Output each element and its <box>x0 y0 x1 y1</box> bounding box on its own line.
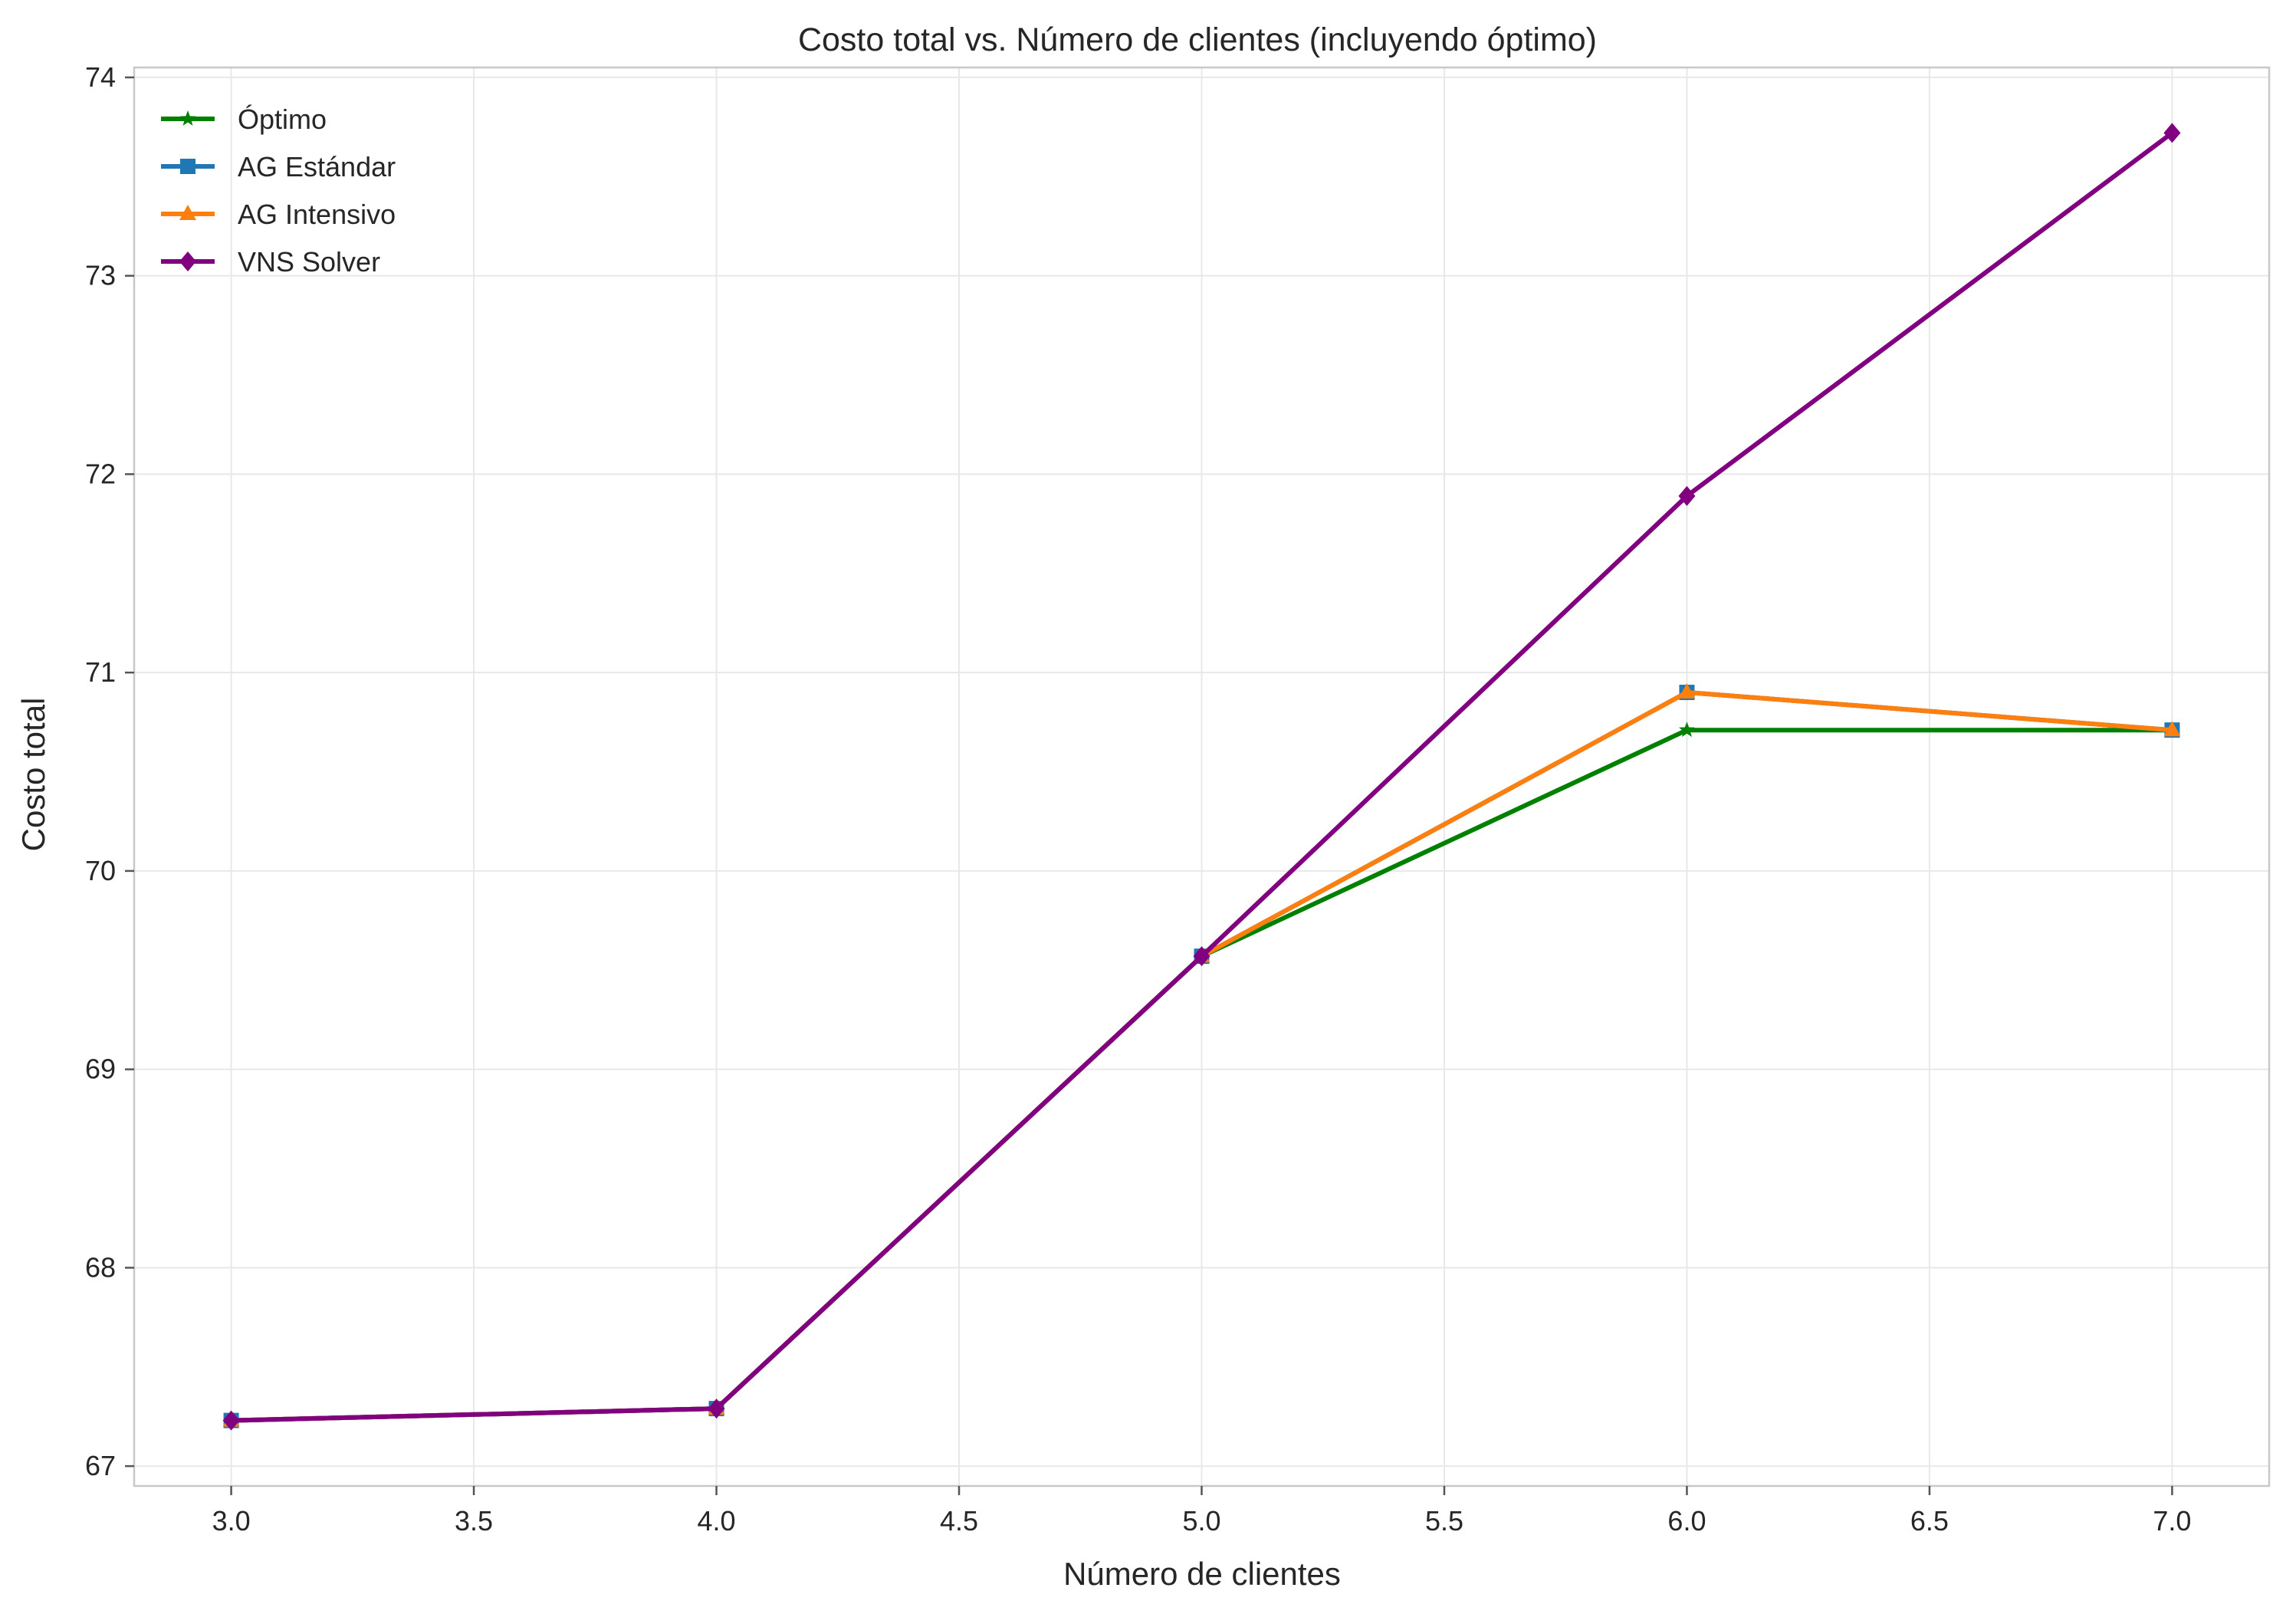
y-tick-label: 70 <box>85 855 116 886</box>
y-tick-label: 67 <box>85 1450 116 1481</box>
x-tick-label: 3.0 <box>212 1505 251 1537</box>
y-tick-label: 74 <box>85 61 116 93</box>
legend-marker <box>179 251 196 271</box>
y-tick-label: 71 <box>85 656 116 688</box>
y-tick-label: 73 <box>85 260 116 291</box>
data-point <box>2163 721 2181 737</box>
legend-item: AG Intensivo <box>161 199 396 230</box>
x-tick-label: 6.0 <box>1667 1505 1706 1537</box>
y-tick-label: 72 <box>85 458 116 489</box>
legend-label: AG Intensivo <box>238 199 396 230</box>
legend-label: AG Estándar <box>238 151 396 182</box>
legend-marker <box>179 205 196 220</box>
data-point <box>222 1410 240 1431</box>
x-tick-label: 4.5 <box>940 1505 978 1537</box>
y-tick-label: 68 <box>85 1251 116 1283</box>
x-tick-label: 6.5 <box>1910 1505 1949 1537</box>
legend-item: AG Estándar <box>161 151 396 182</box>
x-tick-label: 5.5 <box>1425 1505 1463 1537</box>
grid-lines <box>134 67 2269 1486</box>
legend-label: Óptimo <box>238 104 327 135</box>
x-tick-label: 5.0 <box>1182 1505 1220 1537</box>
data-point <box>1678 485 1696 506</box>
x-tick-label: 3.5 <box>455 1505 493 1537</box>
data-point <box>2163 123 2181 143</box>
legend-item: Óptimo <box>161 104 327 135</box>
y-tick-label: 69 <box>85 1054 116 1085</box>
legend: Óptimo AG Estándar AG Intensivo VNS Solver <box>161 104 396 278</box>
data-point <box>1678 722 1695 738</box>
x-axis-ticks: 3.0 3.5 4.0 4.5 5.0 5.5 6.0 6.5 7.0 <box>212 1486 2191 1537</box>
legend-marker <box>180 159 195 174</box>
series-vns-solver <box>222 123 2181 1431</box>
data-point <box>1193 946 1210 967</box>
data-point <box>1678 683 1696 699</box>
data-point <box>708 1399 725 1419</box>
legend-marker <box>179 110 196 126</box>
x-axis-title: Número de clientes <box>1063 1556 1341 1592</box>
x-tick-label: 7.0 <box>2153 1505 2191 1537</box>
legend-label: VNS Solver <box>238 246 380 278</box>
x-tick-label: 4.0 <box>698 1505 736 1537</box>
y-axis-title: Costo total <box>15 698 51 852</box>
series-layer <box>222 123 2181 1431</box>
chart-title: Costo total vs. Número de clientes (incl… <box>798 21 1597 58</box>
y-axis-ticks: 67 68 69 70 71 72 73 74 <box>85 61 134 1481</box>
legend-item: VNS Solver <box>161 246 380 278</box>
